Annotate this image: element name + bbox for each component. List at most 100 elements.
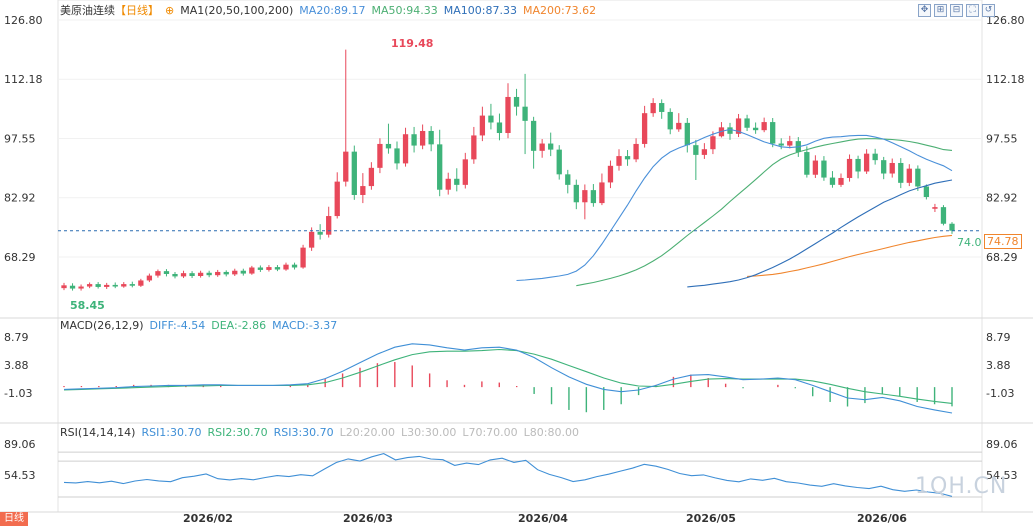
candle-body bbox=[641, 113, 648, 144]
candle-body bbox=[633, 143, 639, 160]
l20-value: L20:20.00 bbox=[339, 426, 395, 439]
candle-body bbox=[189, 273, 195, 276]
candle-body bbox=[565, 174, 571, 185]
candle-body bbox=[872, 153, 878, 161]
ma100-value: MA100:87.33 bbox=[443, 4, 517, 17]
candle-body bbox=[360, 186, 366, 195]
period-label[interactable]: 【日线】 bbox=[115, 4, 159, 17]
rsi1-value: RSI1:30.70 bbox=[141, 426, 202, 439]
candle-body bbox=[368, 167, 375, 187]
candle-body bbox=[394, 148, 400, 164]
candle-body bbox=[86, 284, 93, 287]
price-tick-label-left: 126.80 bbox=[4, 14, 43, 27]
x-tick-label: 2026/03 bbox=[343, 512, 393, 525]
zoom-out-icon[interactable]: ⊟ bbox=[950, 4, 963, 17]
l30-value: L30:30.00 bbox=[401, 426, 457, 439]
reset-icon[interactable]: ↺ bbox=[982, 4, 995, 17]
candle-body bbox=[163, 271, 170, 274]
candle-body bbox=[556, 149, 562, 175]
ma20-line bbox=[516, 128, 953, 282]
candle-body bbox=[402, 134, 409, 164]
candle-body bbox=[846, 158, 853, 178]
macd-dea: DEA:-2.86 bbox=[211, 319, 267, 332]
ma-label[interactable]: MA1(20,50,100,200) bbox=[180, 4, 294, 17]
candle-body bbox=[326, 216, 332, 235]
candle-body bbox=[932, 207, 938, 209]
candle-body bbox=[607, 165, 614, 183]
last-price-label: 74.0 bbox=[957, 236, 982, 249]
candle-body bbox=[112, 284, 118, 287]
macd-label[interactable]: MACD(26,12,9) bbox=[60, 319, 144, 332]
macd-tick-label-left: -1.03 bbox=[4, 387, 32, 400]
candle-body bbox=[624, 156, 631, 160]
zoom-in-icon[interactable]: ⊞ bbox=[934, 4, 947, 17]
candle-body bbox=[522, 106, 528, 121]
candle-body bbox=[667, 111, 673, 130]
price-tick-label-right: 126.80 bbox=[986, 14, 1025, 27]
candle-body bbox=[488, 115, 494, 123]
macd-dea-line bbox=[63, 348, 953, 404]
ma50-line bbox=[576, 138, 953, 287]
watermark: 1QH.CN bbox=[915, 474, 1008, 499]
candle-body bbox=[744, 118, 750, 128]
candle-body bbox=[206, 272, 212, 276]
candle-body bbox=[659, 103, 665, 112]
rsi-label[interactable]: RSI(14,14,14) bbox=[60, 426, 136, 439]
macd-diff: DIFF:-4.54 bbox=[149, 319, 206, 332]
x-tick-label: 2026/02 bbox=[183, 512, 233, 525]
candle-body bbox=[180, 273, 187, 277]
candle-body bbox=[573, 184, 579, 203]
candle-body bbox=[761, 122, 767, 131]
price-tick-label-left: 82.92 bbox=[4, 192, 36, 205]
candle-body bbox=[915, 168, 921, 187]
candle-body bbox=[650, 103, 656, 114]
candle-body bbox=[906, 168, 912, 183]
candle-body bbox=[78, 286, 84, 289]
candle-body bbox=[949, 223, 955, 231]
ma20-value: MA20:89.17 bbox=[299, 4, 366, 17]
price-tick-label-right: 112.18 bbox=[986, 73, 1025, 86]
ma50-value: MA50:94.33 bbox=[371, 4, 438, 17]
settings-icon[interactable]: ⊕ bbox=[165, 4, 175, 17]
candle-body bbox=[283, 264, 289, 270]
candle-body bbox=[215, 271, 221, 276]
candle-body bbox=[727, 127, 733, 134]
l80-value: L80:80.00 bbox=[523, 426, 579, 439]
current-price-tag: 74.78 bbox=[984, 234, 1022, 249]
price-tick-label-left: 68.29 bbox=[4, 251, 36, 264]
candle-body bbox=[701, 149, 708, 155]
candle-body bbox=[898, 162, 904, 183]
candle-body bbox=[69, 285, 76, 289]
candle-body bbox=[138, 280, 144, 286]
candle-body bbox=[513, 96, 520, 107]
crosshair-icon[interactable]: ✥ bbox=[918, 4, 931, 17]
price-tick-label-left: 112.18 bbox=[4, 73, 43, 86]
candle-body bbox=[496, 122, 503, 134]
candle-body bbox=[104, 284, 110, 287]
candle-body bbox=[471, 135, 477, 160]
price-panel-header: 美原油连续【日线】 ⊕ MA1(20,50,100,200) MA20:89.17 MA… bbox=[60, 3, 602, 19]
rsi3-value: RSI3:30.70 bbox=[273, 426, 334, 439]
x-tick-label: 2026/05 bbox=[686, 512, 736, 525]
price-tick-label-right: 97.55 bbox=[986, 132, 1018, 145]
period-tab[interactable]: 日线 bbox=[0, 512, 28, 526]
macd-panel-header: MACD(26,12,9) DIFF:-4.54 DEA:-2.86 MACD:-3.… bbox=[60, 318, 343, 334]
candle-body bbox=[308, 231, 315, 248]
candle-body bbox=[812, 160, 819, 175]
l70-value: L70:70.00 bbox=[462, 426, 518, 439]
candle-body bbox=[838, 177, 844, 185]
candle-body bbox=[377, 143, 383, 168]
candle-body bbox=[829, 177, 836, 185]
ma100-line bbox=[687, 179, 953, 288]
candle-body bbox=[291, 264, 298, 268]
fullscreen-icon[interactable]: ⛶ bbox=[966, 4, 979, 17]
candle-body bbox=[821, 160, 827, 178]
candle-body bbox=[300, 247, 306, 268]
candle-body bbox=[249, 267, 255, 274]
candle-body bbox=[61, 285, 67, 289]
macd-tick-label-right: 8.79 bbox=[986, 331, 1011, 344]
candle-body bbox=[266, 267, 272, 270]
candle-body bbox=[616, 156, 622, 166]
rsi-tick-label-right: 89.06 bbox=[986, 438, 1018, 451]
